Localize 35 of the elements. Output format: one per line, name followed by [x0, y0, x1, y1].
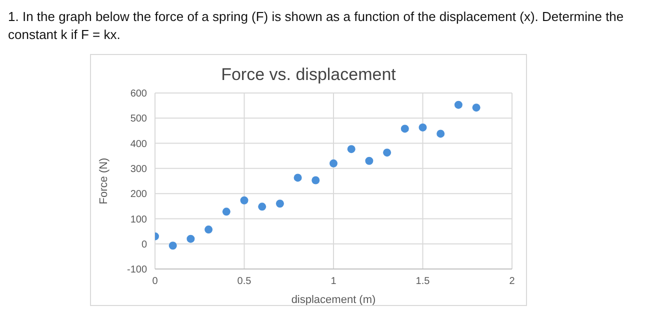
y-tick-label: 200 [130, 189, 148, 200]
point [383, 148, 392, 157]
point [240, 196, 248, 204]
point [365, 156, 374, 165]
point [294, 174, 302, 182]
y-tick-label: 0 [141, 239, 148, 250]
y-tick-label: -100 [126, 264, 148, 276]
x-tick-label: 2 [509, 276, 516, 288]
point [312, 176, 320, 184]
point [204, 226, 213, 234]
point [168, 242, 177, 250]
x-tick-label: 0.5 [237, 276, 252, 288]
point [472, 104, 480, 112]
point [347, 145, 356, 154]
point [276, 200, 284, 208]
y-tick-label: 600 [130, 88, 148, 100]
point [454, 100, 462, 109]
x-axis-title: displacement (m) [291, 294, 376, 306]
y-tick-label: 500 [130, 114, 148, 125]
point [330, 159, 338, 168]
point [222, 208, 230, 216]
point [186, 234, 195, 243]
y-tick-label: 100 [130, 214, 148, 226]
chart-title: Force vs. displacement [220, 65, 397, 85]
y-axis-title: Force (N) [98, 158, 110, 204]
text: 1. In the graph below the force of a spring (F) is shown as a function of the displacement (x). Determine the constant k if F = kx. [8, 8, 625, 44]
y-tick-label: 400 [130, 138, 148, 150]
point [400, 124, 409, 133]
x-tick-label: 0 [152, 276, 158, 288]
y-tick-label: 300 [130, 164, 148, 175]
x-tick-label: 1 [330, 276, 337, 288]
point [258, 202, 266, 211]
point [436, 130, 445, 138]
x-tick-label: 1.5 [416, 276, 430, 288]
point [418, 123, 427, 132]
